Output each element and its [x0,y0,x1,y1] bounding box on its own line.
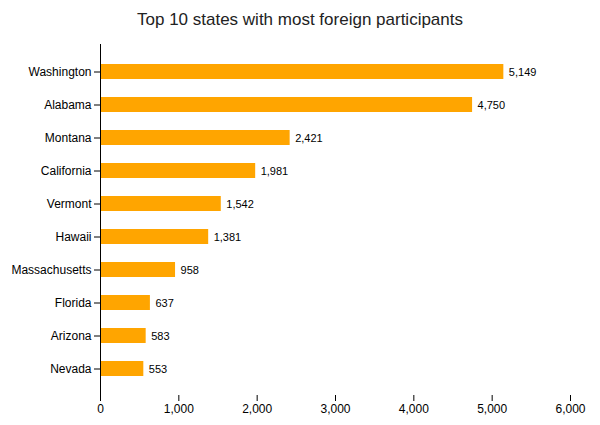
svg-text:2,000: 2,000 [242,402,272,416]
svg-text:553: 553 [149,363,167,375]
html-text:Top 10 states with most foreig: Top 10 states with most foreign particip… [137,10,463,29]
svg-text:2,421: 2,421 [295,132,323,144]
svg-text:Hawaii: Hawaii [55,230,91,244]
svg-text:5,149: 5,149 [509,66,537,78]
svg-text:4,750: 4,750 [478,99,506,111]
svg-text:5,000: 5,000 [477,402,507,416]
svg-text:1,981: 1,981 [261,165,289,177]
svg-text:958: 958 [181,264,199,276]
svg-text:1,542: 1,542 [226,198,254,210]
svg-text:637: 637 [155,297,173,309]
svg-text:Florida: Florida [55,296,92,310]
svg-text:Montana: Montana [45,131,92,145]
svg-text:Massachusetts: Massachusetts [11,263,91,277]
svg-text:3,000: 3,000 [320,402,350,416]
svg-text:0: 0 [97,402,104,416]
svg-text:Washington: Washington [29,65,92,79]
svg-text:583: 583 [151,330,169,342]
svg-text:Nevada: Nevada [50,362,92,376]
svg-text:Vermont: Vermont [47,197,92,211]
svg-text:Alabama: Alabama [44,98,92,112]
svg-text:6,000: 6,000 [555,402,585,416]
svg-text:Arizona: Arizona [51,329,92,343]
svg-text:California: California [41,164,92,178]
svg-text:1,000: 1,000 [164,402,194,416]
svg-text:4,000: 4,000 [399,402,429,416]
svg-text:1,381: 1,381 [214,231,242,243]
